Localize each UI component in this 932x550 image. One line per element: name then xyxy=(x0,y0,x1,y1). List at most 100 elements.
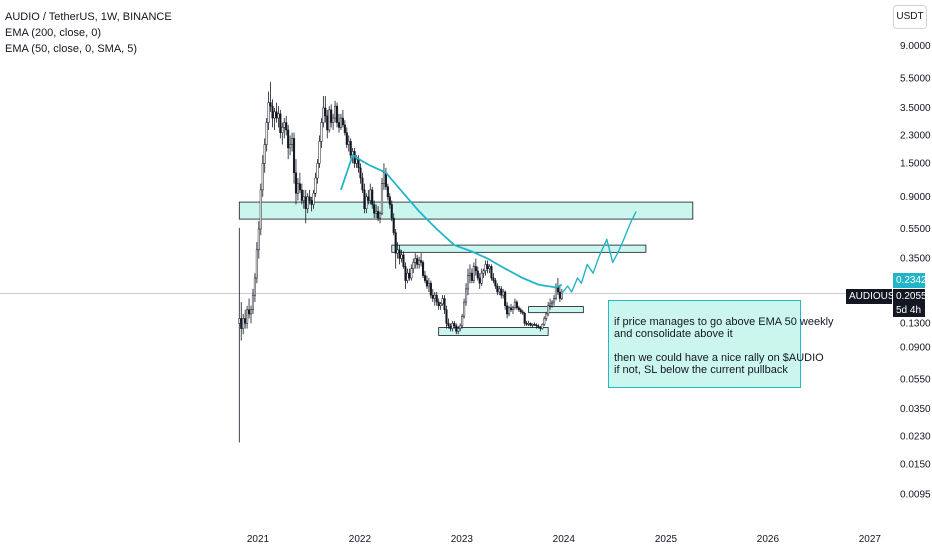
candle-body xyxy=(445,309,448,324)
candle-body xyxy=(500,288,503,296)
note-line: if not, SL below the current pullback xyxy=(614,364,788,376)
candle-body xyxy=(418,260,421,265)
candle-body xyxy=(359,167,362,179)
candle-body xyxy=(265,122,268,145)
candle-body xyxy=(320,122,323,142)
candle-body xyxy=(549,303,552,307)
note-line xyxy=(614,340,796,352)
candle-body xyxy=(253,277,256,296)
candle-body xyxy=(427,282,430,287)
currency-button[interactable]: USDT xyxy=(893,5,927,29)
candle-body xyxy=(246,309,249,324)
price-tick-label: 0.0900 xyxy=(900,342,931,353)
note-line: and consolidate above it xyxy=(614,328,733,340)
candle-body xyxy=(492,277,495,281)
candle-body xyxy=(339,117,342,128)
candle-body xyxy=(541,324,544,329)
candle-body xyxy=(447,323,450,327)
candle-body xyxy=(433,294,436,299)
candle-body xyxy=(496,285,499,293)
candle-body xyxy=(244,318,247,324)
candle-body xyxy=(394,232,397,254)
support-resistance-zone xyxy=(238,201,694,220)
candle-body xyxy=(275,111,278,119)
time-axis[interactable]: 2021 2022 2023 2024 2025 2026 2027 xyxy=(247,534,882,545)
candle-body xyxy=(488,266,491,269)
candle-body xyxy=(357,158,360,169)
candle-body xyxy=(474,266,477,272)
candle-body xyxy=(373,204,376,214)
candle-body xyxy=(312,193,315,205)
price-axis[interactable]: 9.0000 5.5000 3.5000 2.3000 1.5000 0.9000 0.55… xyxy=(900,41,931,500)
candle-body xyxy=(349,141,352,156)
candle-body xyxy=(263,144,266,164)
candle-body xyxy=(273,111,276,119)
candle-body xyxy=(463,301,466,317)
candle-body xyxy=(242,318,245,329)
candle-body xyxy=(335,105,339,123)
candle-body xyxy=(378,212,382,219)
note-line: then we could have a nice rally on $AUDI… xyxy=(614,352,824,364)
candle-body xyxy=(402,254,405,267)
candle-body xyxy=(545,313,548,319)
candle-body xyxy=(384,172,387,187)
candle-body xyxy=(486,264,489,269)
time-tick-label: 2024 xyxy=(553,534,576,545)
symbol-tag: AUDIOUSDT xyxy=(846,289,908,304)
candle-body xyxy=(480,272,483,284)
candle-body xyxy=(296,183,299,194)
candle-body xyxy=(494,280,497,287)
candle-body xyxy=(322,107,325,123)
candle-body xyxy=(248,309,251,315)
candle-layer xyxy=(238,82,563,443)
candle-body xyxy=(482,270,485,274)
candle-body xyxy=(332,117,335,123)
zone-layer xyxy=(238,201,694,336)
analysis-note[interactable]: if price manages to go above EMA 50 week… xyxy=(608,300,834,388)
price-tick-label: 2.3000 xyxy=(900,130,931,141)
candle-body xyxy=(502,291,505,296)
support-resistance-zone xyxy=(528,306,584,314)
price-tick-label: 0.0095 xyxy=(900,489,931,500)
candle-body xyxy=(294,172,298,194)
candle-body xyxy=(515,301,518,308)
support-resistance-zone xyxy=(391,244,647,253)
candle-body xyxy=(396,249,399,254)
candle-body xyxy=(306,196,309,209)
candle-body xyxy=(382,172,385,184)
candle-body xyxy=(302,196,305,201)
candle-body xyxy=(453,323,456,327)
ema200-legend[interactable]: EMA (200, close, 0) xyxy=(5,27,101,39)
ema50-legend[interactable]: EMA (50, close, 0, SMA, 5) xyxy=(5,43,138,55)
candle-body xyxy=(334,105,337,119)
candle-body xyxy=(337,122,341,128)
candle-body xyxy=(277,113,280,119)
candle-body xyxy=(410,268,413,279)
candle-body xyxy=(314,177,317,194)
candle-body xyxy=(251,294,255,311)
candle-body xyxy=(457,328,460,332)
ema-layer xyxy=(340,153,563,289)
candle-body xyxy=(517,307,520,311)
symbol-title[interactable]: AUDIO / TetherUS, 1W, BINANCE xyxy=(5,11,172,23)
candle-body xyxy=(240,318,243,329)
candle-body xyxy=(529,323,532,326)
candle-body xyxy=(539,327,542,329)
candle-body xyxy=(255,249,258,279)
candle-body xyxy=(283,122,286,128)
candle-body xyxy=(554,287,558,299)
candle-body xyxy=(543,318,546,325)
candle-body xyxy=(371,189,374,205)
candle-body xyxy=(423,275,427,281)
candle-body xyxy=(291,138,294,145)
projection-layer xyxy=(561,211,637,294)
candle-body xyxy=(509,307,513,311)
candle-body xyxy=(478,277,481,284)
candle-body xyxy=(292,138,296,173)
candle-body xyxy=(425,280,429,287)
candle-body xyxy=(437,301,440,307)
candle-body xyxy=(279,113,282,133)
candle-body xyxy=(326,115,329,131)
candle-body xyxy=(431,294,434,299)
